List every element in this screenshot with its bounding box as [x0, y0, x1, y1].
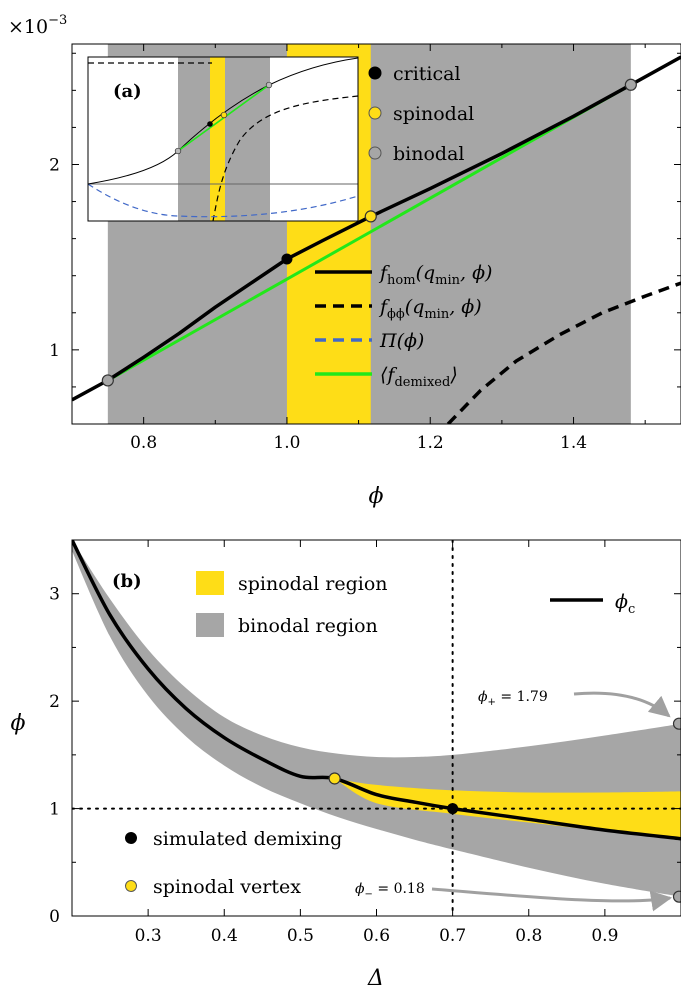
legend-line-label-2: Π(ϕ)	[379, 330, 424, 352]
legend-label-critical: critical	[393, 63, 461, 85]
panel-a: 0.8 1.0 1.2 1.4 1 2 ×10−3 ϕ (a)	[8, 13, 681, 509]
x-tick-label: 1.4	[560, 433, 587, 453]
inset-binodal-point	[174, 147, 182, 155]
legend-marker-0	[125, 832, 137, 844]
y-tick-label: 2	[49, 155, 60, 175]
legend-line-label-0: fhom(qmin, ϕ)	[378, 262, 492, 288]
inset-binodal-point	[265, 81, 273, 89]
legend-marker-binodal	[368, 146, 382, 160]
binodal-point	[101, 374, 114, 387]
inset-pi-curve	[88, 183, 358, 218]
inset-fphiphi-right	[212, 95, 358, 221]
y-tick-label: 2	[49, 692, 60, 712]
legend-marker-spinodal	[368, 106, 382, 120]
x-tick-label: 0.9	[591, 926, 618, 946]
svg-text:ϕ+ = 1.79: ϕ+ = 1.79	[478, 689, 548, 708]
y-tick-label: 1	[49, 341, 60, 361]
legend-point-label-0: simulated demixing	[153, 828, 342, 850]
critical-point	[281, 253, 293, 265]
arrow-phi-plus	[573, 691, 671, 718]
f-demixed-line	[107, 83, 632, 382]
f-hom-curve	[72, 55, 681, 402]
legend-label-0: spinodal region	[238, 573, 388, 595]
legend-marker-critical	[368, 66, 382, 80]
phi-c-curve	[72, 540, 681, 841]
inset-fhom-curve	[88, 57, 358, 185]
inset-spinodal-point	[220, 111, 228, 119]
inset-critical-point	[207, 121, 213, 127]
legend-line-label-3: ⟨fdemixed⟩	[380, 364, 458, 390]
x-tick-label: 1.0	[273, 433, 300, 453]
legend-points: critical spinodal binodal	[368, 63, 474, 165]
legend-label-1: binodal region	[238, 615, 378, 637]
arrow-phi-minus	[431, 887, 673, 912]
legend-label-phi-c: ϕc	[615, 591, 635, 617]
y-tick-label: 1	[49, 800, 60, 820]
x-tick-label: 0.4	[211, 926, 238, 946]
spinodal-vertex-point	[328, 772, 341, 785]
x-tick-label: 1.2	[417, 433, 444, 453]
svg-text:ϕ− = 0.18: ϕ− = 0.18	[355, 881, 425, 900]
legend-swatch-1	[196, 613, 224, 637]
legend-swatch-0	[196, 571, 224, 595]
legend-label-spinodal: spinodal	[393, 103, 474, 125]
panel-b-x-label: Δ	[367, 966, 384, 991]
binodal-point	[624, 78, 637, 91]
simulated-demixing-point	[447, 803, 459, 815]
y-scale-factor: ×10−3	[8, 13, 67, 38]
panel-a-x-label: ϕ	[369, 484, 384, 509]
legend-point-label-1: spinodal vertex	[153, 876, 301, 898]
spinodal-point	[364, 210, 377, 223]
x-tick-label: 0.5	[287, 926, 314, 946]
x-tick-label: 0.8	[130, 433, 157, 453]
panel-b-label: (b)	[112, 571, 142, 592]
x-tick-label: 0.8	[515, 926, 542, 946]
binodal-end-point	[672, 717, 681, 730]
x-tick-label: 0.7	[439, 926, 466, 946]
binodal-end-point	[672, 890, 681, 903]
annotation-phi-minus: ϕ− = 0.18	[355, 881, 673, 912]
panel-b-legend: spinodal region binodal region ϕc simulated…	[125, 571, 635, 898]
annotation-phi-plus: ϕ+ = 1.79	[478, 689, 671, 718]
legend-marker-1	[125, 880, 137, 892]
x-tick-label: 0.3	[135, 926, 162, 946]
inset-frame	[87, 56, 359, 222]
legend-label-binodal: binodal	[393, 143, 464, 165]
y-tick-label: 3	[49, 585, 60, 605]
inset: (a)	[87, 56, 359, 222]
f-phiphi-curve	[446, 281, 681, 424]
legend-line-label-1: fϕϕ(qmin, ϕ)	[378, 296, 482, 322]
panel-a-frame	[71, 43, 681, 425]
inset-spinodal-region	[210, 57, 225, 221]
panel-b-y-label: ϕ	[11, 711, 26, 736]
x-tick-label: 0.6	[363, 926, 390, 946]
panel-a-label: (a)	[113, 81, 142, 102]
y-tick-label: 0	[49, 907, 60, 927]
legend-lines: fhom(qmin, ϕ) fϕϕ(qmin, ϕ) Π(ϕ) ⟨fdemixed⟩	[315, 262, 492, 390]
spinodal-region	[334, 778, 681, 839]
panel-b: 0.3 0.4 0.5 0.6 0.7 0.8 0.9 0 1 2 3 Δ ϕ (b) spinod…	[11, 539, 681, 991]
